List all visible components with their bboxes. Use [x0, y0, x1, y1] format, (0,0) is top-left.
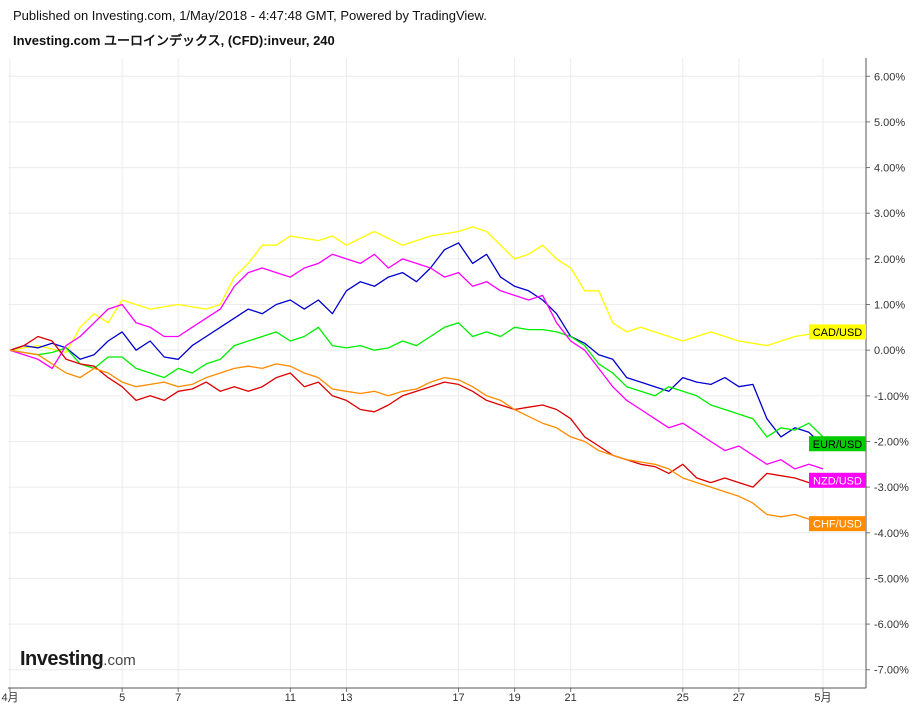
axes: 6.00% 5.00% 4.00% 3.00% 2.00% 1.00% 0.00% -1.00…: [1, 58, 909, 704]
red-line: [9, 335, 824, 488]
nzd-usd-label-bg: [809, 472, 866, 488]
chart-header: Published on Investing.com, 1/May/2018 -…: [13, 6, 893, 51]
chart-title: Investing.com ユーロインデックス, (CFD):inveur, 2…: [13, 33, 335, 48]
y-tick-label: -3.00%: [874, 482, 909, 494]
x-tick-label: 25: [677, 692, 689, 704]
series-lines: [9, 226, 824, 525]
x-tick-label: 4月: [1, 692, 18, 704]
y-tick-label: 1.00%: [874, 300, 905, 312]
cad-usd-label: CAD/USD: [813, 327, 863, 339]
nzd-usd-label: NZD/USD: [813, 475, 862, 487]
series-labels: CAD/USD EUR/USD NZD/USD CHF/USD: [809, 324, 866, 532]
x-tick-label: 27: [733, 692, 745, 704]
y-tick-label: 4.00%: [874, 163, 905, 175]
cad-usd-line: [9, 226, 824, 354]
eur-usd-label-bg: [809, 436, 866, 452]
y-tick-label: -1.00%: [874, 391, 909, 403]
y-tick-label: -5.00%: [874, 573, 909, 585]
chf-usd-label-bg: [809, 516, 866, 532]
gridlines: [8, 58, 866, 688]
cad-usd-label-bg: [809, 324, 866, 340]
x-tick-label: 19: [508, 692, 520, 704]
x-tick-label: 7: [175, 692, 181, 704]
eur-usd-line: [9, 242, 824, 447]
y-tick-label: -2.00%: [874, 436, 909, 448]
x-tick-label: 17: [452, 692, 464, 704]
x-tick-label: 13: [340, 692, 352, 704]
x-tick-label: 21: [565, 692, 577, 704]
published-line: Published on Investing.com, 1/May/2018 -…: [13, 8, 487, 23]
nzd-usd-line: [9, 253, 824, 470]
y-tick-label: 2.00%: [874, 254, 905, 266]
y-tick-label: 3.00%: [874, 208, 905, 220]
y-tick-label: 6.00%: [874, 71, 905, 83]
y-tick-label: -6.00%: [874, 619, 909, 631]
y-tick-label: -4.00%: [874, 528, 909, 540]
logo-sub-text: .com: [103, 652, 136, 669]
y-tick-label: 5.00%: [874, 117, 905, 129]
x-tick-label: 5: [119, 692, 125, 704]
y-tick-label: 0.00%: [874, 345, 905, 357]
green-line: [9, 322, 824, 438]
chf-usd-label: CHF/USD: [813, 519, 862, 531]
investing-logo: Investing.com: [20, 648, 136, 671]
x-tick-label: 5月: [814, 692, 831, 704]
x-tick-label: 11: [285, 692, 296, 704]
chf-usd-line: [9, 349, 824, 525]
y-tick-label: -7.00%: [874, 665, 909, 677]
eur-usd-label: EUR/USD: [813, 439, 863, 451]
logo-main-text: Investing: [20, 648, 104, 670]
